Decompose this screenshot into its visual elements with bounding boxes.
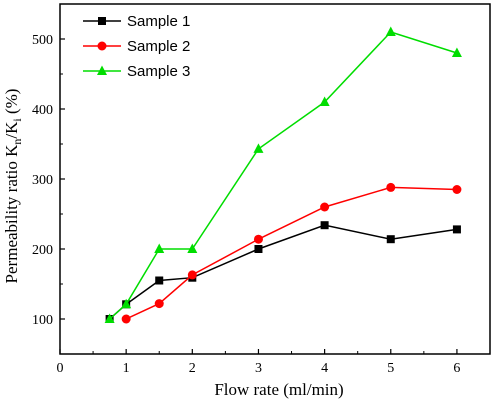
y-axis-title: Permeability ratio Kn/Ki (%) (2, 89, 24, 284)
x-tick-label: 1 (123, 361, 130, 376)
x-axis-ticks: 0 1 2 3 4 5 6 (57, 349, 460, 376)
y-axis-ticks: 100 200 300 400 500 (32, 3, 65, 355)
data-point-circle (154, 299, 164, 309)
y-axis-title-sub-n: n (10, 139, 24, 145)
x-tick-label: 3 (255, 361, 262, 376)
legend-item-2: Sample 2 (83, 38, 190, 55)
x-tick-label: 0 (57, 361, 64, 376)
data-point-circle (187, 270, 197, 280)
y-tick-label: 500 (32, 33, 53, 48)
y-axis-title-sub-i: i (10, 118, 24, 122)
y-tick-label: 200 (32, 243, 53, 258)
legend-label: Sample 1 (127, 13, 190, 30)
data-point-triangle (253, 143, 264, 153)
x-tick-label: 6 (453, 361, 460, 376)
series-line (125, 186, 457, 320)
data-point-square (386, 235, 395, 244)
legend-label: Sample 3 (127, 63, 190, 80)
data-point-triangle (104, 313, 115, 323)
data-point-circle (121, 314, 131, 324)
series-3 (104, 26, 462, 323)
x-tick-label: 4 (321, 361, 328, 376)
data-point-triangle (154, 243, 165, 253)
y-tick-label: 100 (32, 313, 53, 328)
y-axis-title-main: Permeability ratio K (2, 144, 21, 284)
y-axis-title-mid: /K (2, 121, 21, 139)
series-line (109, 224, 458, 320)
data-point-square (452, 225, 461, 234)
data-point-square (320, 221, 329, 230)
series-2 (121, 182, 462, 324)
legend-label: Sample 2 (127, 38, 190, 55)
data-point-triangle (451, 47, 462, 57)
series-line (109, 31, 458, 320)
data-point-triangle (121, 298, 132, 309)
legend-item-3: Sample 3 (83, 63, 190, 80)
x-tick-label: 5 (387, 361, 394, 376)
data-point-triangle (97, 65, 107, 75)
y-tick-label: 300 (32, 173, 53, 188)
x-axis-title: Flow rate (ml/min) (214, 380, 343, 399)
data-point-square (254, 245, 263, 253)
data-point-circle (97, 41, 107, 51)
y-tick-label: 400 (32, 103, 53, 118)
x-tick-label: 2 (189, 361, 196, 376)
legend: Sample 1 Sample 2 Sample 3 (83, 13, 190, 80)
data-point-triangle (385, 26, 396, 36)
y-axis-title-end: (%) (2, 89, 21, 119)
data-point-triangle (187, 243, 198, 253)
data-point-circle (452, 185, 462, 194)
data-point-square (155, 276, 164, 285)
data-point-circle (253, 234, 263, 244)
data-point-triangle (319, 96, 330, 106)
data-point-square (98, 17, 106, 25)
data-point-circle (320, 202, 330, 212)
legend-item-1: Sample 1 (83, 13, 190, 30)
series-layer (104, 26, 462, 324)
data-point-circle (386, 182, 396, 192)
